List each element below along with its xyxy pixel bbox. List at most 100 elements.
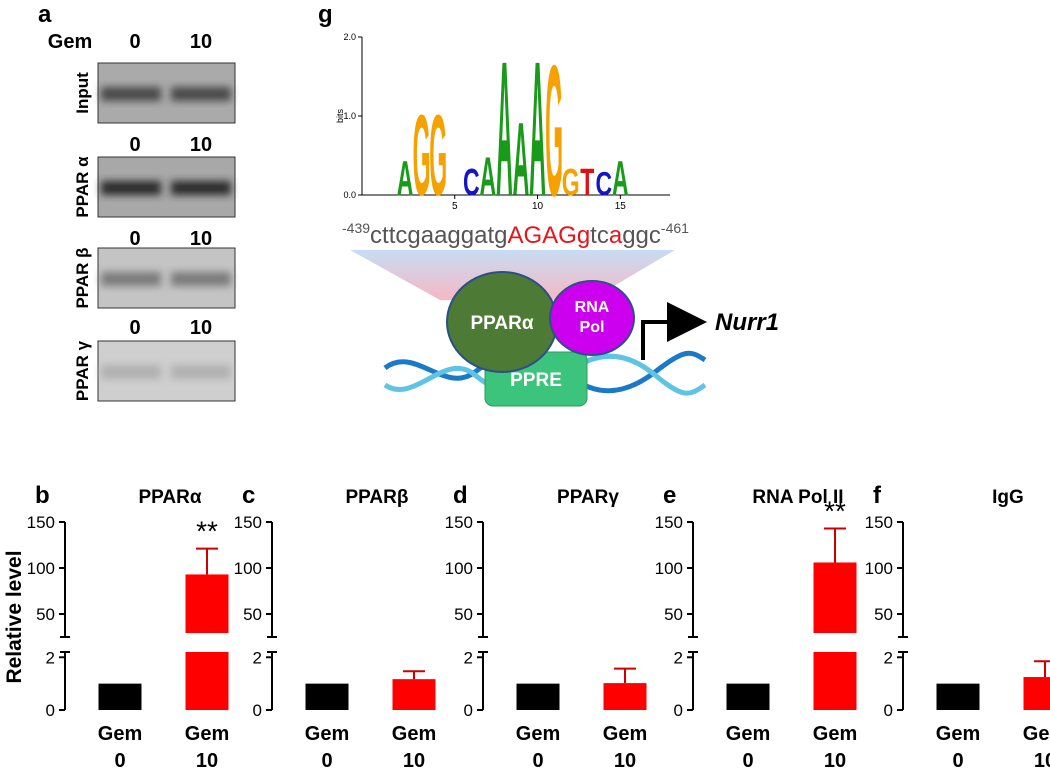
- x-tick-label: Gem: [813, 723, 857, 745]
- bar-chart: d PPARγ 0 2 50 100 150 Gem 0 Gem 10: [445, 482, 648, 772]
- bar: [516, 683, 560, 710]
- x-tick-label: Gem: [516, 723, 560, 745]
- bar: [305, 683, 349, 710]
- y-tick-label: 2: [884, 648, 893, 667]
- bar: [392, 679, 436, 710]
- bar: [813, 652, 857, 710]
- lane-label: 10: [190, 228, 212, 250]
- panel-label: f: [873, 482, 882, 509]
- y-tick-label: 100: [445, 559, 473, 578]
- band: [171, 272, 231, 286]
- bar: [1023, 677, 1050, 710]
- polymerase-circle: [549, 280, 635, 356]
- chart-title: PPARβ: [346, 487, 409, 508]
- blot-label: PPAR β: [73, 247, 92, 308]
- bar: [98, 683, 142, 710]
- band: [171, 181, 231, 195]
- y-tick-label: 2: [464, 648, 473, 667]
- y-tick-label: 0: [884, 701, 893, 720]
- y-tick-label: 150: [445, 513, 473, 532]
- y-tick-label: 50: [243, 605, 262, 624]
- transcription-arrow: [641, 302, 707, 360]
- panel-label: a: [38, 1, 52, 28]
- y-tick-label: 0: [253, 701, 262, 720]
- blots: 0 10 Input 0 10 PPAR α 0 10 PPAR β 0 10 PPAR γ: [73, 31, 236, 402]
- logo-letter: A: [513, 101, 530, 217]
- y-tick-label: 2: [674, 648, 683, 667]
- polymerase-label: RNA: [575, 299, 610, 316]
- band: [171, 87, 231, 101]
- x-tick-label: Gem: [98, 723, 142, 745]
- polymerase-label: Pol: [580, 319, 605, 336]
- logo-letter: C: [595, 166, 612, 203]
- lane-label: 0: [129, 31, 140, 53]
- y-tick-label: 50: [664, 605, 683, 624]
- bar: [726, 683, 770, 710]
- treatment-label: Gem: [48, 31, 92, 53]
- sequence-part: -439: [342, 220, 370, 236]
- logo-letter: G: [429, 91, 447, 220]
- lane-label: 0: [129, 134, 140, 156]
- x-tick-label: Gem: [726, 723, 770, 745]
- x-tick-label: 10: [1034, 750, 1050, 772]
- chart-title: PPARγ: [557, 487, 619, 508]
- bar-chart: b PPARα Relative level 0 2 50 100 150 Gem 0 ** Gem 1…: [3, 482, 229, 772]
- bar-chart: f IgG 0 2 50 100 150 Gem 0 Gem 10: [865, 482, 1050, 772]
- band: [101, 181, 161, 195]
- y-axis-label: bits: [335, 109, 345, 124]
- x-tick-label: 0: [952, 750, 963, 772]
- bar: [936, 683, 980, 710]
- x-tick-label: Gem: [1023, 723, 1050, 745]
- band: [101, 365, 161, 379]
- bar-chart: c PPARβ 0 2 50 100 150 Gem 0 Gem 10: [234, 482, 437, 772]
- band: [171, 365, 231, 379]
- y-tick-label: 0: [464, 701, 473, 720]
- lane-label: 10: [190, 134, 212, 156]
- x-tick-label: 0: [321, 750, 332, 772]
- x-tick-label: 0: [532, 750, 543, 772]
- bar: [603, 683, 647, 710]
- x-tick-label: 10: [532, 201, 544, 212]
- x-tick-label: Gem: [603, 723, 647, 745]
- y-tick-label: 50: [454, 605, 473, 624]
- y-tick-label: 2: [46, 648, 55, 667]
- sequence: -439cttcgaaggatgAGAGgtcaggc-461: [342, 220, 689, 249]
- y-axis-label: Relative level: [3, 550, 26, 683]
- lane-label: 10: [190, 31, 212, 53]
- lane-label: 10: [190, 317, 212, 339]
- y-tick-label: 50: [874, 605, 893, 624]
- y-tick-label: 100: [234, 559, 262, 578]
- sequence-part: a: [609, 222, 623, 249]
- blot-label: PPAR γ: [73, 340, 92, 401]
- panel-label: g: [318, 1, 333, 28]
- y-tick-label: 0.0: [343, 190, 356, 200]
- panel-label: b: [35, 482, 50, 509]
- y-tick-label: 2.0: [343, 32, 356, 42]
- sequence-part: cttcgaaggatg: [370, 222, 507, 249]
- lane-label: 0: [129, 317, 140, 339]
- band: [101, 87, 161, 101]
- band: [101, 272, 161, 286]
- gene-label: Nurr1: [715, 309, 779, 336]
- panel-label: e: [663, 482, 676, 509]
- x-tick-label: 10: [824, 750, 846, 772]
- logo-letter: G: [413, 91, 431, 220]
- logo-letter: G: [562, 160, 580, 204]
- logo-letter: A: [480, 145, 497, 206]
- panel-label: d: [453, 482, 468, 509]
- blot-label: Input: [73, 72, 92, 114]
- y-tick-label: 2: [253, 648, 262, 667]
- sequence-part: -461: [661, 220, 689, 236]
- logo-letter: C: [463, 160, 480, 204]
- y-tick-label: 150: [655, 513, 683, 532]
- x-tick-label: 10: [614, 750, 636, 772]
- y-tick-label: 0: [674, 701, 683, 720]
- y-tick-label: 0: [46, 701, 55, 720]
- bar-chart: e RNA Pol II 0 2 50 100 150 Gem 0 ** Gem 10: [655, 482, 858, 772]
- y-tick-label: 100: [655, 559, 683, 578]
- y-tick-label: 150: [865, 513, 893, 532]
- ppre-label: PPRE: [510, 370, 562, 391]
- x-tick-label: Gem: [185, 723, 229, 745]
- lane-label: 0: [129, 228, 140, 250]
